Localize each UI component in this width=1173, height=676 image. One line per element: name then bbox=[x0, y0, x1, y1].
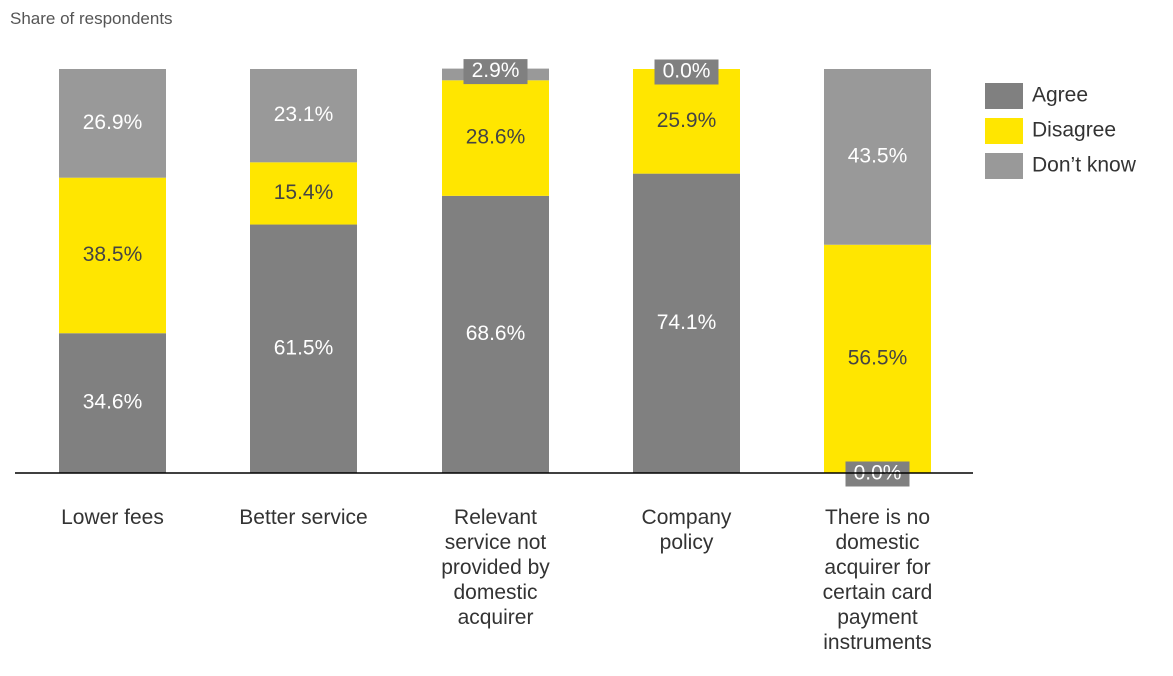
value-label: 56.5% bbox=[848, 346, 908, 369]
bar-segment bbox=[59, 333, 166, 473]
legend-swatch bbox=[985, 83, 1023, 109]
category-label: Lower fees bbox=[61, 506, 164, 529]
bars-group: 34.6% 38.5% 26.9% 61.5% 15.4% 23.1% 68.6% 28.6%… bbox=[59, 59, 931, 487]
category-labels: Lower fees Better service Relevant service … bbox=[61, 506, 932, 654]
value-label-tag bbox=[845, 461, 910, 487]
legend-label: Agree bbox=[1032, 84, 1088, 107]
value-label: 25.9% bbox=[657, 109, 717, 132]
legend-label: Disagree bbox=[1032, 119, 1116, 142]
value-label: 2.9% bbox=[472, 59, 520, 82]
bar-segment bbox=[442, 80, 549, 196]
value-label: 61.5% bbox=[274, 336, 334, 359]
value-label: 26.9% bbox=[83, 111, 143, 134]
value-label: 74.1% bbox=[657, 311, 717, 334]
legend: Agree Disagree Don’t know bbox=[985, 83, 1137, 179]
bar-segment bbox=[250, 69, 357, 163]
value-label: 28.6% bbox=[466, 126, 526, 149]
value-label: 15.4% bbox=[274, 181, 334, 204]
bar-segment bbox=[824, 244, 931, 473]
value-label-tag bbox=[654, 59, 719, 85]
bar-segment bbox=[59, 177, 166, 334]
value-label: 43.5% bbox=[848, 144, 908, 167]
value-label: 34.6% bbox=[83, 391, 143, 414]
y-axis-label: Share of respondents bbox=[10, 9, 173, 28]
bar-segment bbox=[250, 162, 357, 225]
value-label: 23.1% bbox=[274, 103, 334, 126]
category-label: Better service bbox=[239, 506, 367, 529]
value-label: 0.0% bbox=[663, 60, 711, 83]
category-label: Company policy bbox=[642, 506, 732, 554]
category-label: Relevant service not provided by domestic ac… bbox=[441, 506, 550, 629]
legend-label: Don’t know bbox=[1032, 154, 1137, 177]
legend-swatch bbox=[985, 153, 1023, 179]
value-label-tag bbox=[463, 59, 528, 85]
bar-segment bbox=[442, 195, 549, 473]
legend-swatch bbox=[985, 118, 1023, 144]
bar-segment bbox=[633, 69, 740, 174]
bar-segment bbox=[824, 69, 931, 245]
bar-segment bbox=[633, 173, 740, 474]
bar-segment bbox=[250, 224, 357, 473]
value-label: 38.5% bbox=[83, 243, 143, 266]
bar-segment bbox=[59, 69, 166, 178]
value-label: 68.6% bbox=[466, 322, 526, 345]
category-label: There is no domestic acquirer for certain c… bbox=[823, 506, 933, 654]
